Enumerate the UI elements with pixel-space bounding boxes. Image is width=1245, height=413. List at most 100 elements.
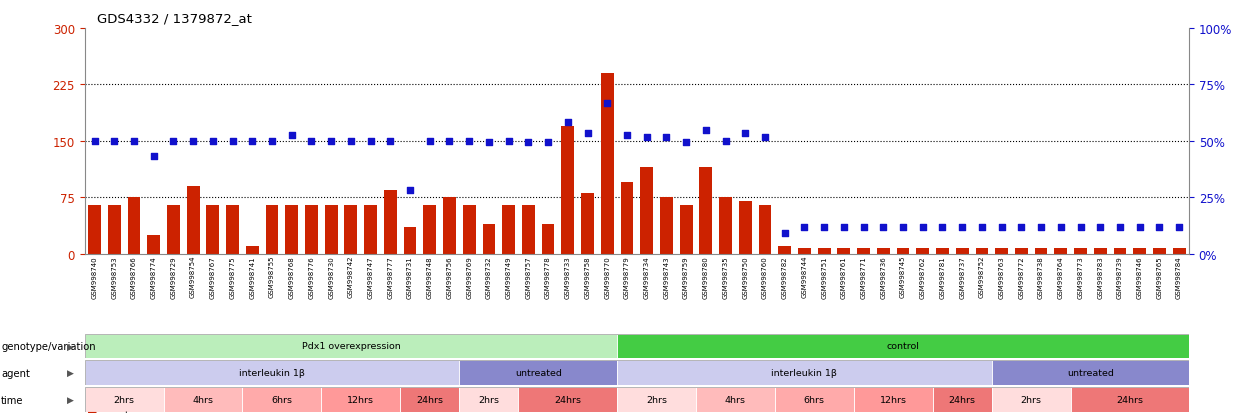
Point <box>1129 224 1149 231</box>
Bar <box>403 228 416 254</box>
Text: interleukin 1β: interleukin 1β <box>239 368 305 377</box>
Bar <box>325 205 337 254</box>
Point <box>143 153 163 160</box>
Bar <box>818 248 830 254</box>
Point <box>538 140 558 146</box>
Point <box>636 134 656 141</box>
Point <box>873 224 893 231</box>
Bar <box>936 248 949 254</box>
Point <box>381 138 401 145</box>
Text: GDS4332 / 1379872_at: GDS4332 / 1379872_at <box>97 12 251 25</box>
Point <box>618 132 637 139</box>
Bar <box>345 205 357 254</box>
Bar <box>1173 248 1185 254</box>
Text: count: count <box>103 410 129 413</box>
Bar <box>601 74 614 254</box>
Bar <box>1153 248 1165 254</box>
Point <box>243 138 263 145</box>
Point <box>716 138 736 145</box>
Point <box>261 138 281 145</box>
Text: 24hrs: 24hrs <box>949 395 976 404</box>
Bar <box>85 334 618 358</box>
Bar <box>581 194 594 254</box>
Bar <box>618 334 1189 358</box>
Text: 6hrs: 6hrs <box>271 395 293 404</box>
Text: genotype/variation: genotype/variation <box>1 341 96 351</box>
Point <box>223 138 243 145</box>
Bar <box>305 205 317 254</box>
Bar <box>680 205 692 254</box>
Text: 2hrs: 2hrs <box>646 395 667 404</box>
Bar <box>108 205 121 254</box>
Point <box>834 224 854 231</box>
Bar <box>459 387 518 412</box>
Point <box>893 224 913 231</box>
Bar <box>1071 387 1189 412</box>
Point <box>361 138 381 145</box>
Bar <box>85 387 163 412</box>
Bar <box>167 205 179 254</box>
Bar <box>522 205 535 254</box>
Bar <box>696 387 774 412</box>
Text: 24hrs: 24hrs <box>1117 395 1143 404</box>
Bar <box>561 126 574 254</box>
Point <box>1149 224 1169 231</box>
Bar <box>1094 248 1107 254</box>
Point <box>736 131 756 137</box>
Text: 12hrs: 12hrs <box>347 395 375 404</box>
Bar <box>618 361 992 385</box>
Point <box>341 138 361 145</box>
Bar <box>992 387 1071 412</box>
Bar <box>995 248 1008 254</box>
Point <box>972 224 992 231</box>
Point <box>183 138 203 145</box>
Point <box>598 101 618 107</box>
Point <box>854 224 874 231</box>
Point <box>321 138 341 145</box>
Bar <box>916 248 929 254</box>
Bar <box>285 205 298 254</box>
Bar <box>854 387 933 412</box>
Text: 2hrs: 2hrs <box>113 395 134 404</box>
Point <box>1071 224 1091 231</box>
Point <box>301 138 321 145</box>
Point <box>656 134 676 141</box>
Bar <box>127 198 141 254</box>
Bar <box>933 387 992 412</box>
Bar <box>542 224 554 254</box>
Bar <box>976 248 989 254</box>
Point <box>124 138 144 145</box>
Bar <box>778 247 791 254</box>
Text: time: time <box>1 395 24 405</box>
Bar <box>518 387 618 412</box>
Point <box>105 138 125 145</box>
Point <box>163 138 183 145</box>
Point <box>676 140 696 146</box>
Bar <box>163 387 243 412</box>
Text: untreated: untreated <box>1067 368 1114 377</box>
Text: 4hrs: 4hrs <box>193 395 213 404</box>
Bar <box>798 248 810 254</box>
Bar <box>88 205 101 254</box>
Text: 2hrs: 2hrs <box>478 395 499 404</box>
Point <box>518 140 538 146</box>
Bar <box>227 205 239 254</box>
Text: 24hrs: 24hrs <box>416 395 443 404</box>
Point <box>420 138 439 145</box>
Point <box>1169 224 1189 231</box>
Bar <box>265 205 279 254</box>
Bar <box>620 183 634 254</box>
Text: 4hrs: 4hrs <box>725 395 746 404</box>
Text: agent: agent <box>1 368 30 378</box>
Bar <box>1113 248 1127 254</box>
Bar <box>147 235 161 254</box>
Bar <box>383 190 397 254</box>
Bar <box>443 198 456 254</box>
Point <box>913 224 933 231</box>
Bar <box>738 202 752 254</box>
Bar <box>400 387 459 412</box>
Bar <box>1035 248 1047 254</box>
Bar <box>321 387 400 412</box>
Bar <box>640 168 654 254</box>
Text: 24hrs: 24hrs <box>554 395 581 404</box>
